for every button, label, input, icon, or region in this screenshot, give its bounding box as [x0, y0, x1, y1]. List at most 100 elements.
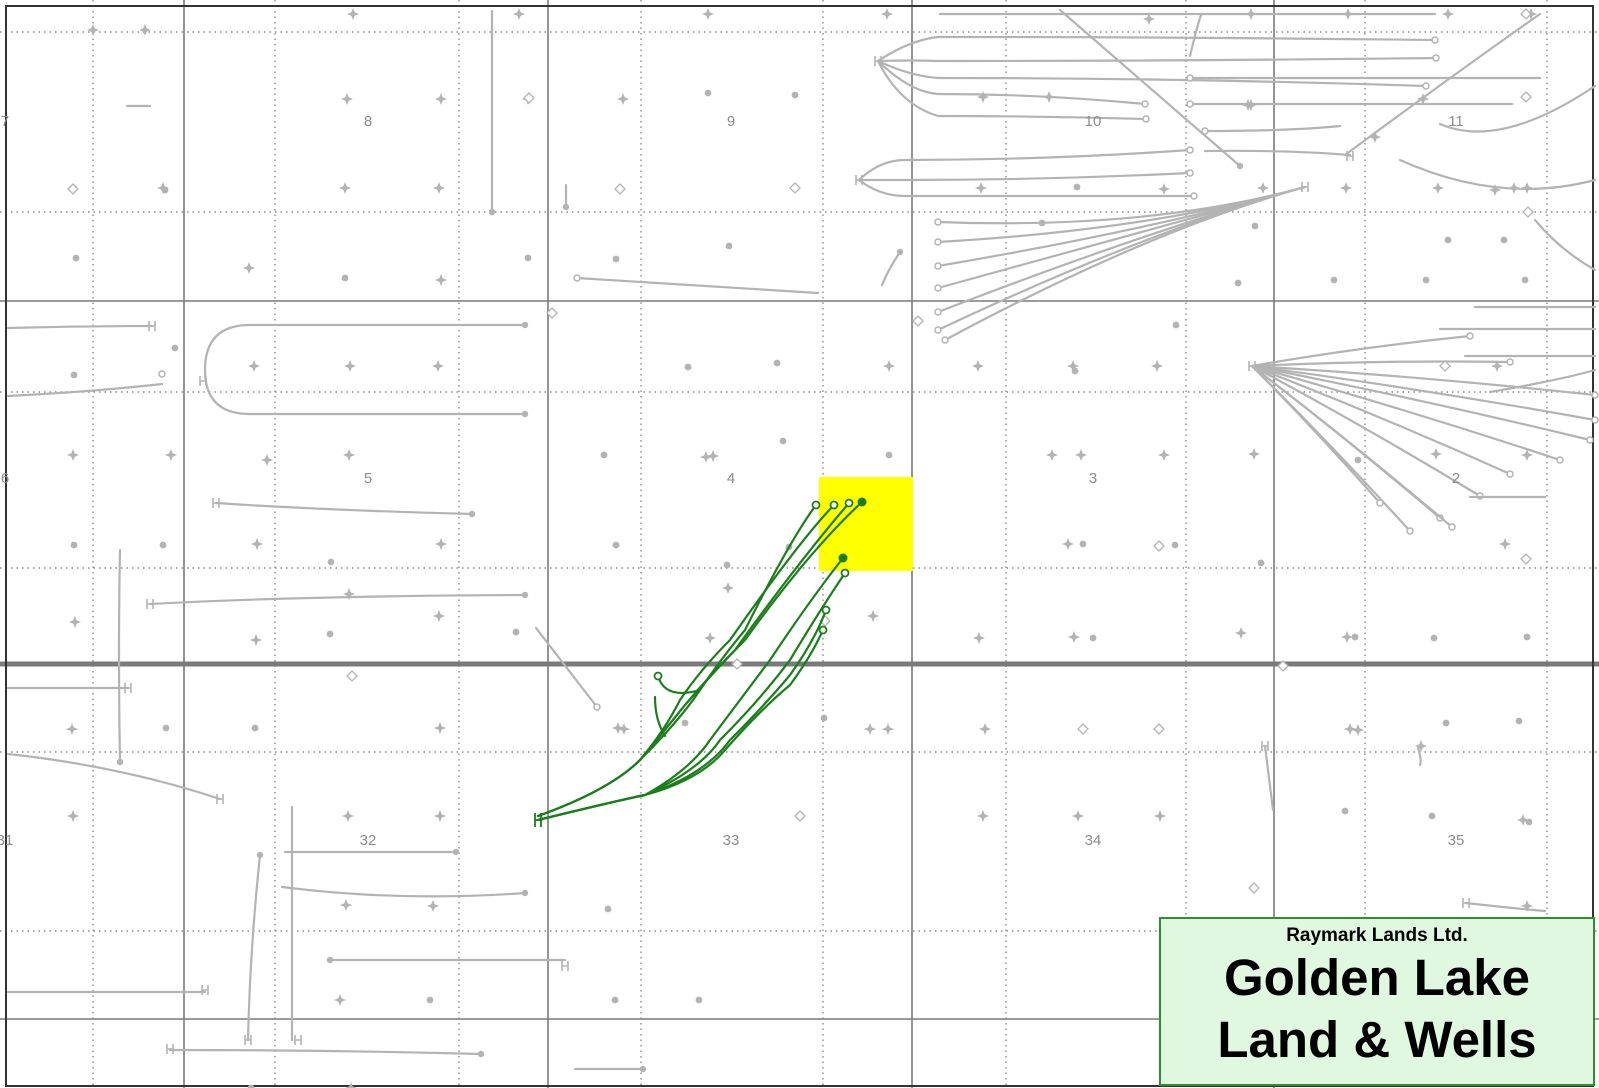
star-icon — [1245, 8, 1257, 20]
diamond-icon — [67, 183, 79, 195]
dot-icon — [70, 371, 78, 379]
dot-icon — [1442, 719, 1450, 727]
highlighted-bottom-hole — [844, 498, 854, 508]
dot-icon — [611, 996, 619, 1004]
star-icon — [1257, 182, 1269, 194]
highlighted-well-trajectory — [653, 695, 667, 738]
star-icon — [1369, 131, 1381, 143]
gray-well-trajectories — [6, 8, 1599, 1073]
section-labels: 7 8 9 10 11 6 5 4 3 2 31 32 33 34 35 — [0, 113, 1464, 849]
bottom-hole-dot — [521, 410, 529, 418]
h-pad-icon — [561, 961, 569, 971]
highlighted-bottom-hole — [811, 500, 821, 510]
section-label: 5 — [364, 470, 372, 487]
star-icon — [1151, 360, 1163, 372]
bottom-hole-circle — [934, 262, 942, 270]
dot-icon — [1171, 541, 1179, 549]
bottom-hole-circle — [1142, 115, 1150, 123]
h-pad-icon — [199, 376, 207, 386]
bottom-hole-circle — [1506, 470, 1514, 478]
star-icon — [334, 994, 346, 1006]
bottom-hole-circle — [1186, 100, 1194, 108]
h-pad-icon — [244, 1035, 252, 1045]
diamond-icon — [794, 810, 806, 822]
bottom-hole-dot — [639, 1065, 647, 1073]
well-trajectory — [1203, 124, 1342, 133]
highlighted-well-trajectory — [656, 674, 702, 694]
dot-icon — [1234, 279, 1242, 287]
star-icon — [1067, 360, 1079, 372]
well-trajectory — [246, 853, 262, 1042]
dot-icon — [612, 541, 620, 549]
diamond-icon — [731, 658, 743, 670]
bottom-hole-circle — [934, 238, 942, 246]
highlighted-land-parcel[interactable] — [819, 477, 913, 571]
star-icon — [1341, 631, 1353, 643]
star-icon — [66, 723, 78, 735]
well-trajectory — [1250, 334, 1472, 368]
h-pad-icon — [146, 599, 154, 609]
dot-icon — [162, 724, 170, 732]
bottom-hole-dot — [521, 591, 529, 599]
dot-icon — [1172, 321, 1180, 329]
star-icon — [344, 360, 356, 372]
bottom-hole-circle — [934, 326, 942, 334]
star-icon — [157, 182, 169, 194]
well-trajectory — [1203, 149, 1352, 157]
bottom-hole-dot — [521, 321, 529, 329]
dot-icon — [1073, 183, 1081, 191]
bottom-hole-circle — [934, 308, 942, 316]
well-trajectory — [1250, 364, 1382, 505]
well-trajectory — [1464, 901, 1547, 913]
star-icon — [722, 582, 734, 594]
dot-icon — [70, 541, 78, 549]
star-icon — [1158, 449, 1170, 461]
star-icon — [1521, 449, 1533, 461]
well-trajectory — [936, 56, 1438, 63]
star-icon — [1442, 8, 1454, 20]
dot-icon — [251, 724, 259, 732]
highlighted-well-trajectories[interactable] — [534, 497, 867, 828]
bottom-hole-dot — [477, 1050, 485, 1058]
star-icon — [139, 24, 151, 36]
well-trajectory — [1188, 12, 1204, 58]
well-trajectory — [6, 752, 222, 801]
dot-icon — [1257, 559, 1265, 567]
dot-icon — [1351, 633, 1359, 641]
section-label: 11 — [1448, 113, 1464, 130]
star-icon — [165, 449, 177, 461]
highlighted-bottom-hole — [829, 500, 839, 510]
map-title-line-1: Golden Lake — [1223, 949, 1531, 1006]
diamond-icon — [1153, 540, 1165, 552]
star-icon — [87, 24, 99, 36]
bottom-hole-circle — [1448, 523, 1456, 531]
well-trajectory — [903, 148, 1192, 162]
dot-icon — [725, 242, 733, 250]
dot-icon — [1251, 222, 1259, 230]
well-trajectory — [943, 185, 1307, 342]
dot-icon — [171, 344, 179, 352]
star-icon — [434, 722, 446, 734]
star-icon — [618, 723, 630, 735]
well-trajectory — [280, 885, 527, 898]
dot-icon — [773, 359, 781, 367]
star-icon — [433, 182, 445, 194]
section-label: 35 — [1448, 832, 1465, 849]
well-trajectory — [1263, 744, 1275, 812]
star-icon — [1062, 538, 1074, 550]
well-trajectory — [168, 1048, 483, 1056]
star-icon — [347, 8, 359, 20]
bottom-hole-dot — [326, 956, 334, 964]
star-icon — [1491, 360, 1503, 372]
star-icon — [67, 810, 79, 822]
star-icon — [977, 91, 989, 103]
highlighted-bottom-hole — [840, 568, 850, 578]
section-label: 3 — [1089, 470, 1097, 487]
star-icon — [1521, 182, 1533, 194]
well-trajectory — [857, 178, 907, 198]
section-label: 4 — [727, 470, 735, 487]
well-trajectory — [936, 185, 1307, 225]
h-pad-icon — [1261, 741, 1269, 751]
